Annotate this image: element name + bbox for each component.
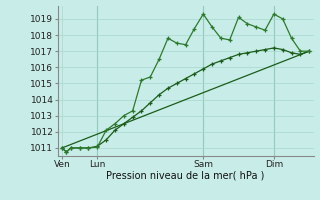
X-axis label: Pression niveau de la mer( hPa ): Pression niveau de la mer( hPa ) — [107, 171, 265, 181]
